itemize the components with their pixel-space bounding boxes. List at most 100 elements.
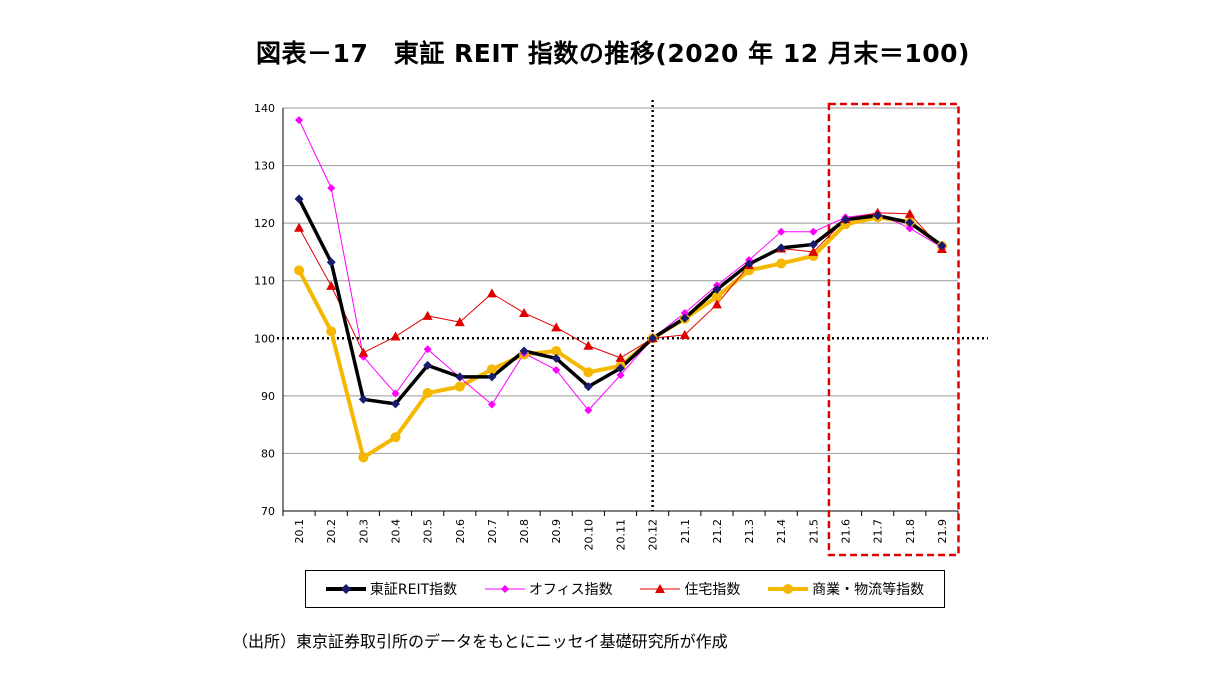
chart-legend: 東証REIT指数 オフィス指数 住宅指数 商業・物流等指数 [305, 570, 945, 608]
point-office [423, 345, 432, 354]
y-tick-label: 130 [254, 160, 275, 173]
point-reit [744, 259, 754, 269]
point-reit [776, 243, 786, 253]
point-reit [455, 372, 465, 382]
x-tick-label: 20.9 [550, 519, 563, 544]
point-reit [294, 194, 304, 204]
highlight-box [827, 102, 960, 557]
legend-label-office: オフィス指数 [528, 582, 613, 598]
x-tick-label: 21.6 [840, 519, 853, 544]
x-tick-label: 20.5 [422, 519, 435, 544]
point-office [584, 406, 593, 415]
legend-commercial-swatch [768, 584, 809, 594]
point-reit [648, 333, 658, 343]
x-tick-label: 20.8 [518, 519, 531, 544]
point-commercial [326, 326, 337, 337]
point-office [391, 389, 400, 398]
point-residential [294, 222, 305, 232]
x-tick-label: 20.3 [357, 519, 370, 544]
point-office [487, 400, 496, 409]
point-commercial [776, 258, 787, 269]
x-tick-label: 20.10 [582, 519, 595, 551]
point-reit [358, 394, 368, 404]
point-reit [841, 215, 850, 225]
x-tick-label: 21.4 [775, 519, 788, 544]
y-tick-label: 110 [254, 275, 275, 288]
legend-item-residential: 住宅指数 [640, 579, 740, 599]
point-office [680, 308, 689, 317]
legend-item-commercial: 商業・物流等指数 [768, 579, 924, 599]
point-reit [808, 239, 818, 249]
x-tick-label: 20.4 [390, 519, 403, 544]
x-tick-label: 21.3 [743, 519, 756, 544]
x-tick-label: 20.2 [325, 519, 338, 544]
x-tick-label: 21.7 [872, 519, 885, 544]
point-residential [454, 317, 465, 327]
legend-item-reit: 東証REIT指数 [325, 579, 458, 599]
legend-item-office: オフィス指数 [484, 579, 613, 599]
legend-residential-swatch [640, 584, 681, 593]
point-office [809, 227, 818, 236]
point-reit [487, 372, 497, 382]
x-tick-label: 20.11 [615, 519, 628, 551]
point-commercial [358, 452, 369, 463]
point-reit [680, 313, 690, 323]
legend-label-residential: 住宅指数 [684, 582, 741, 598]
x-tick-label: 21.1 [679, 519, 692, 544]
x-tick-label: 20.7 [486, 519, 499, 544]
x-tick-label: 21.8 [904, 519, 917, 544]
point-reit [551, 353, 561, 363]
point-residential [583, 340, 594, 350]
point-reit [326, 257, 336, 267]
point-office [552, 365, 561, 374]
point-residential [904, 208, 915, 218]
point-residential [679, 329, 690, 339]
point-reit [583, 382, 593, 392]
point-reit [423, 360, 433, 370]
point-reit [873, 211, 883, 221]
y-tick-label: 100 [254, 332, 275, 345]
y-tick-label: 80 [261, 447, 275, 460]
point-commercial [294, 265, 305, 276]
point-office [905, 224, 914, 233]
point-residential [422, 310, 433, 320]
y-tick-label: 140 [254, 102, 275, 115]
point-commercial [390, 432, 401, 443]
source-note: （出所）東京証券取引所のデータをもとにニッセイ基礎研究所が作成 [232, 632, 728, 651]
point-office [295, 116, 304, 125]
x-tick-label: 21.5 [807, 519, 820, 544]
x-tick-label: 21.2 [711, 519, 724, 544]
y-tick-label: 70 [261, 505, 275, 518]
legend-label-commercial: 商業・物流等指数 [812, 582, 925, 598]
point-commercial [583, 367, 594, 378]
point-residential [551, 322, 562, 332]
chart-title: 図表－17 東証 REIT 指数の推移(2020 年 12 月末＝100) [256, 39, 970, 68]
legend-reit-swatch [325, 584, 366, 594]
point-commercial [711, 291, 722, 302]
point-residential [358, 347, 369, 357]
point-reit [712, 284, 722, 294]
point-residential [711, 299, 722, 309]
point-reit [519, 346, 529, 356]
point-commercial [486, 364, 497, 375]
y-tick-label: 90 [261, 390, 275, 403]
point-office [616, 371, 625, 380]
point-residential [326, 280, 337, 290]
point-reit [616, 363, 625, 373]
x-tick-label: 20.12 [647, 519, 660, 551]
point-commercial [551, 345, 562, 356]
point-residential [615, 352, 626, 362]
x-tick-label: 20.6 [454, 519, 467, 544]
x-tick-label: 20.1 [293, 519, 306, 544]
point-reit [937, 241, 947, 251]
point-commercial [422, 387, 433, 398]
legend-label-reit: 東証REIT指数 [369, 582, 458, 598]
point-commercial [454, 381, 465, 392]
y-tick-label: 120 [254, 217, 275, 230]
x-tick-label: 21.9 [936, 519, 949, 544]
point-reit [391, 399, 400, 409]
point-residential [808, 246, 819, 256]
point-office [777, 227, 786, 236]
point-reit [905, 218, 915, 228]
